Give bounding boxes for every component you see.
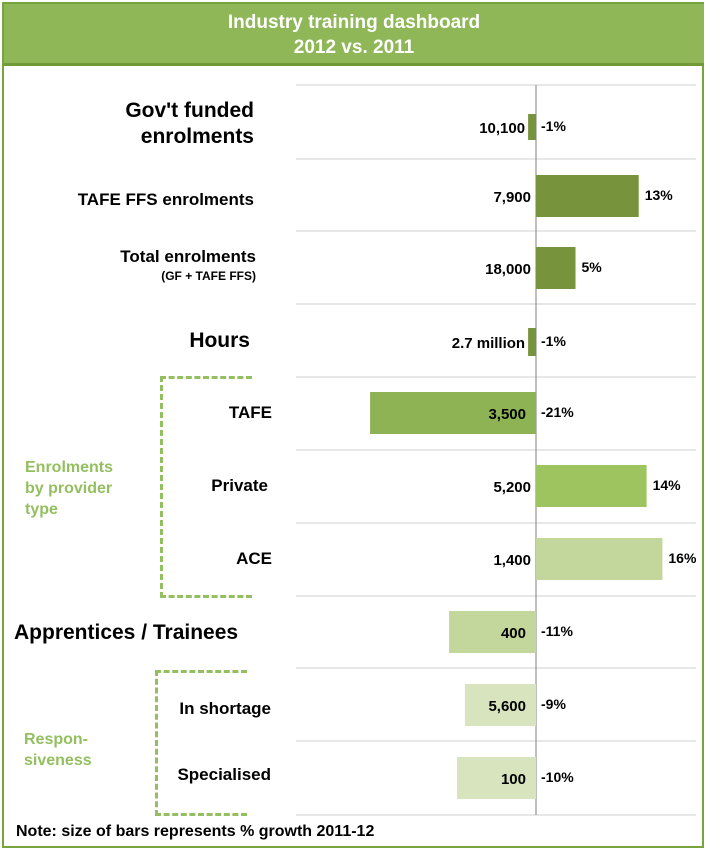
row-label-apprentices: Apprentices / Trainees <box>14 621 239 644</box>
row-label-total-enrolments: Total enrolments (GF + TAFE FFS) <box>120 247 256 283</box>
responsiveness-bracket <box>155 670 247 816</box>
row-label-tafe-ffs: TAFE FFS enrolments <box>77 190 254 209</box>
value-label-2: 18,000 <box>485 261 531 278</box>
title-line-1: Industry training dashboard <box>227 12 481 33</box>
growth-label-6: 16% <box>668 550 697 566</box>
value-label-9: 100 <box>501 771 526 788</box>
row-label-ace: ACE <box>236 549 272 568</box>
responsiveness-group-line2: siveness <box>24 752 92 769</box>
row-label-govt-funded-line2: enrolments <box>140 125 254 148</box>
bar-7 <box>449 611 536 653</box>
growth-label-9: -10% <box>541 769 574 785</box>
responsiveness-group-label: Respon- siveness <box>24 729 92 771</box>
bar-9 <box>457 757 536 799</box>
row-label-hours: Hours <box>189 329 250 352</box>
growth-label-4: -21% <box>541 404 574 420</box>
value-label-3: 2.7 million <box>452 335 525 352</box>
value-label-4: 3,500 <box>488 406 526 423</box>
value-label-7: 400 <box>501 625 526 642</box>
value-label-1: 7,900 <box>493 189 531 206</box>
growth-label-7: -11% <box>541 623 573 639</box>
provider-group-line3: type <box>25 501 58 518</box>
bar-4 <box>370 392 536 434</box>
provider-type-group-label: Enrolments by provider type <box>25 457 113 520</box>
growth-label-0: -1% <box>541 118 566 134</box>
bar-3 <box>528 328 536 356</box>
growth-label-5: 14% <box>653 477 682 493</box>
row-label-private: Private <box>211 476 268 495</box>
bar-2 <box>536 247 576 289</box>
value-label-5: 5,200 <box>493 479 531 496</box>
growth-label-8: -9% <box>541 696 566 712</box>
growth-label-3: -1% <box>541 333 566 349</box>
title-line-2: 2012 vs. 2011 <box>293 37 415 58</box>
growth-label-2: 5% <box>582 259 603 275</box>
bar-6 <box>536 538 663 580</box>
value-label-6: 1,400 <box>493 552 531 569</box>
value-label-8: 5,600 <box>488 698 526 715</box>
responsiveness-group-line1: Respon- <box>24 731 88 748</box>
bar-0 <box>528 114 536 140</box>
row-label-tafe: TAFE <box>228 403 272 422</box>
provider-type-bracket <box>160 376 252 598</box>
row-label-total-line1: Total enrolments <box>120 247 256 266</box>
row-label-govt-funded: Gov't funded enrolments <box>125 98 254 150</box>
bar-1 <box>536 175 639 217</box>
chart-note: Note: size of bars represents % growth 2… <box>16 823 375 840</box>
bar-5 <box>536 465 647 507</box>
row-label-specialised: Specialised <box>177 765 271 784</box>
row-label-total-sub: (GF + TAFE FFS) <box>161 269 256 283</box>
provider-group-line2: by provider <box>25 480 113 497</box>
growth-label-1: 13% <box>645 187 674 203</box>
provider-group-line1: Enrolments <box>25 459 114 476</box>
row-label-in-shortage: In shortage <box>179 699 271 718</box>
dashboard-header: Industry training dashboard 2012 vs. 201… <box>4 4 704 66</box>
row-label-govt-funded-line1: Gov't funded <box>125 99 254 122</box>
bar-8 <box>464 684 536 726</box>
value-label-0: 10,100 <box>479 120 525 137</box>
